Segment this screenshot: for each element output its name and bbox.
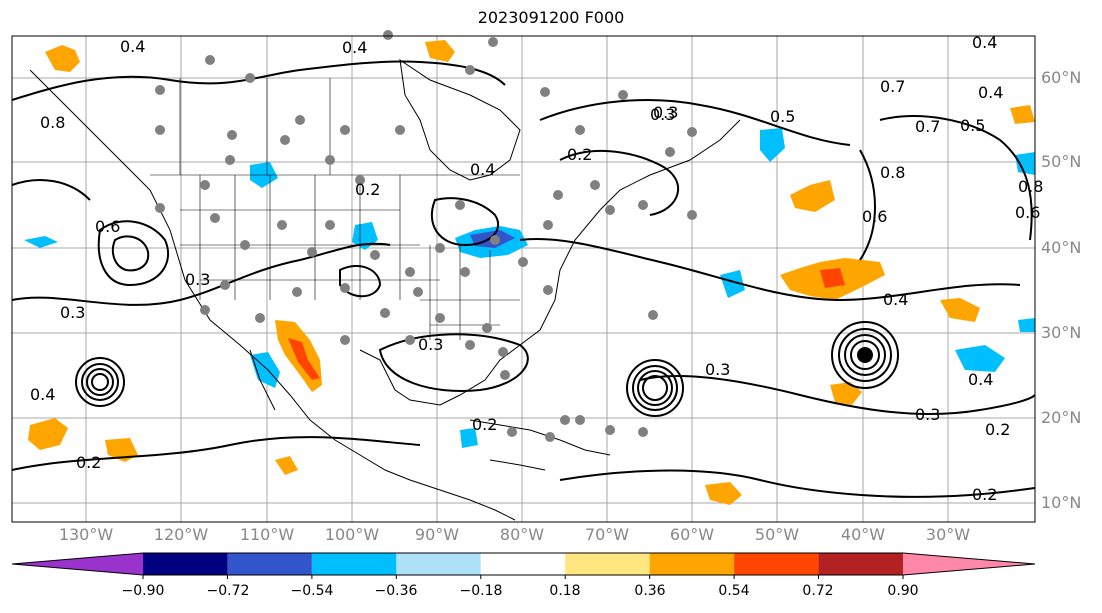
- contour-label: 0.4: [30, 385, 55, 404]
- lon-label-90w: 90°W: [414, 525, 460, 544]
- lat-label-30n: 30°N: [1041, 323, 1082, 342]
- lat-label-50n: 50°N: [1041, 152, 1082, 171]
- colorbar-segment: [734, 553, 819, 575]
- colorbar-segment: [311, 553, 397, 575]
- map-frame: [11, 35, 1036, 523]
- contour-label: 0.4: [883, 290, 908, 309]
- contour-label: 0.2: [567, 145, 592, 164]
- contour-label: 0.8: [880, 163, 905, 182]
- lat-label-60n: 60°N: [1041, 68, 1082, 87]
- cyclone-center-west: [75, 357, 125, 407]
- contour-label: 0.6: [1015, 203, 1040, 222]
- contour-label: 0.3: [650, 105, 675, 124]
- colorbar-label: −0.90: [121, 583, 165, 599]
- lon-label-60w: 60°W: [669, 525, 715, 544]
- contour-label: 0.2: [972, 485, 997, 504]
- colorbar-segment: [12, 553, 143, 575]
- lon-label-130w: 130°W: [58, 525, 114, 544]
- colorbar-segment: [143, 553, 228, 575]
- cyclone-center-east: [831, 321, 899, 389]
- colorbar-segment: [903, 553, 1035, 575]
- lon-label-80w: 80°W: [499, 525, 545, 544]
- colorbar-label: −0.54: [290, 583, 334, 599]
- lat-label-20n: 20°N: [1041, 408, 1082, 427]
- colorbar-label: −0.36: [374, 583, 418, 599]
- colorbar-segment: [565, 553, 650, 575]
- contour-label: 0.3: [705, 360, 730, 379]
- contour-label: 0.7: [915, 117, 940, 136]
- lon-label-40w: 40°W: [840, 525, 886, 544]
- lon-label-100w: 100°W: [324, 525, 380, 544]
- map-title: 2023091200 F000: [477, 8, 625, 27]
- lon-label-50w: 50°W: [754, 525, 800, 544]
- lat-label-40n: 40°N: [1041, 238, 1082, 257]
- contour-label: 0.8: [40, 113, 65, 132]
- lon-label-120w: 120°W: [153, 525, 209, 544]
- colorbar-label: 0.18: [549, 583, 581, 599]
- contour-label: 0.5: [960, 116, 985, 135]
- contour-label: 0.4: [470, 160, 495, 179]
- contour-label: 0.7: [880, 77, 905, 96]
- contour-label: 0.3: [60, 303, 85, 322]
- contour-label: 0.2: [76, 453, 101, 472]
- contour-label: 0.4: [972, 33, 997, 52]
- cyclone-center-central: [626, 359, 684, 417]
- contour-label: 0.3: [653, 103, 678, 122]
- contour-label: 0.4: [342, 38, 367, 57]
- colorbar-label: −0.72: [206, 583, 250, 599]
- colorbar-label: −0.18: [459, 583, 503, 599]
- colorbar-segment: [396, 553, 481, 575]
- colorbar-segment: [818, 553, 903, 575]
- contour-label: 0.6: [95, 217, 120, 236]
- colorbar-segment: [649, 553, 735, 575]
- observation-points: [155, 30, 697, 442]
- contour-label: 0.2: [355, 180, 380, 199]
- colorbar: [11, 552, 1036, 579]
- contour-label: 0.4: [978, 83, 1003, 102]
- lon-label-70w: 70°W: [584, 525, 630, 544]
- contour-label: 0.2: [985, 420, 1010, 439]
- political-boundaries: [150, 78, 520, 340]
- lon-label-30w: 30°W: [925, 525, 971, 544]
- graticule: [12, 36, 1035, 522]
- colorbar-segment: [480, 553, 566, 575]
- contour-label: 0.4: [120, 37, 145, 56]
- colorbar-label: 0.54: [718, 583, 750, 599]
- contour-label: 0.6: [862, 207, 887, 226]
- contour-label: 0.3: [418, 335, 443, 354]
- colorbar-label: 0.90: [887, 583, 919, 599]
- colorbar-label: 0.72: [802, 583, 834, 599]
- lat-label-10n: 10°N: [1041, 493, 1082, 512]
- map-background: [12, 36, 1035, 522]
- contour-label: 0.3: [185, 270, 210, 289]
- contour-label: 0.2: [472, 415, 497, 434]
- contour-label: 0.8: [1018, 177, 1043, 196]
- lon-label-110w: 110°W: [239, 525, 295, 544]
- contour-label: 0.4: [968, 370, 993, 389]
- contour-label: 0.3: [915, 405, 940, 424]
- contour-lines: [11, 60, 1036, 498]
- contour-label: 0.5: [770, 107, 795, 126]
- colorbar-label: 0.36: [634, 583, 666, 599]
- colorbar-segment: [227, 553, 312, 575]
- contour-labels: 0.4 0.4 0.4 0.4 0.5 0.2 0.3 0.4 0.5 0.7 …: [30, 33, 1043, 504]
